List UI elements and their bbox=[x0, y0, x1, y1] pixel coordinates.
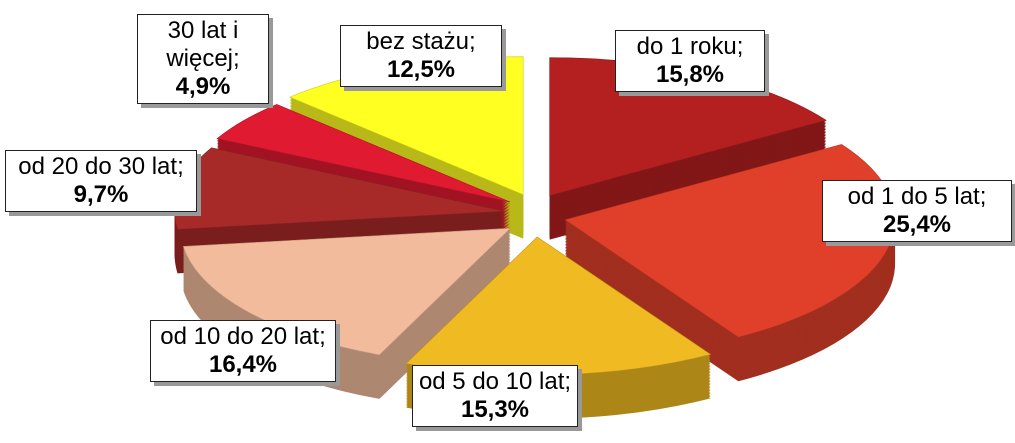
category-label: 30 lat i więcej; bbox=[166, 17, 240, 72]
data-label: bez stażu; 12,5% bbox=[340, 25, 502, 87]
value-label: 9,7% bbox=[73, 181, 129, 208]
value-label: 15,8% bbox=[655, 61, 725, 88]
slice-top bbox=[182, 227, 512, 356]
pie-slice bbox=[549, 57, 827, 240]
category-label: bez stażu; bbox=[366, 28, 476, 55]
value-label: 25,4% bbox=[882, 211, 952, 238]
data-label: 30 lat i więcej; 4,9% bbox=[137, 14, 269, 104]
slice-top bbox=[564, 144, 896, 338]
data-label: od 10 do 20 lat; 16,4% bbox=[150, 320, 336, 382]
value-label: 16,4% bbox=[208, 351, 278, 378]
value-label: 4,9% bbox=[175, 73, 231, 100]
category-label: do 1 roku; bbox=[636, 33, 744, 60]
pie-slice bbox=[564, 144, 896, 382]
slice-top bbox=[216, 104, 511, 203]
data-label: do 1 roku; 15,8% bbox=[615, 30, 765, 92]
category-label: od 1 do 5 lat; bbox=[847, 183, 987, 210]
category-label: od 5 do 10 lat; bbox=[418, 368, 572, 395]
data-label: od 5 do 10 lat; 15,3% bbox=[412, 365, 578, 427]
data-label: od 1 do 5 lat; 25,4% bbox=[822, 180, 1012, 242]
pie-slice bbox=[182, 227, 512, 399]
data-label: od 20 do 30 lat; 9,7% bbox=[5, 150, 197, 212]
value-label: 15,3% bbox=[460, 396, 530, 423]
category-label: od 20 do 30 lat; bbox=[18, 153, 184, 180]
category-label: od 10 do 20 lat; bbox=[160, 323, 326, 350]
value-label: 12,5% bbox=[386, 56, 456, 83]
